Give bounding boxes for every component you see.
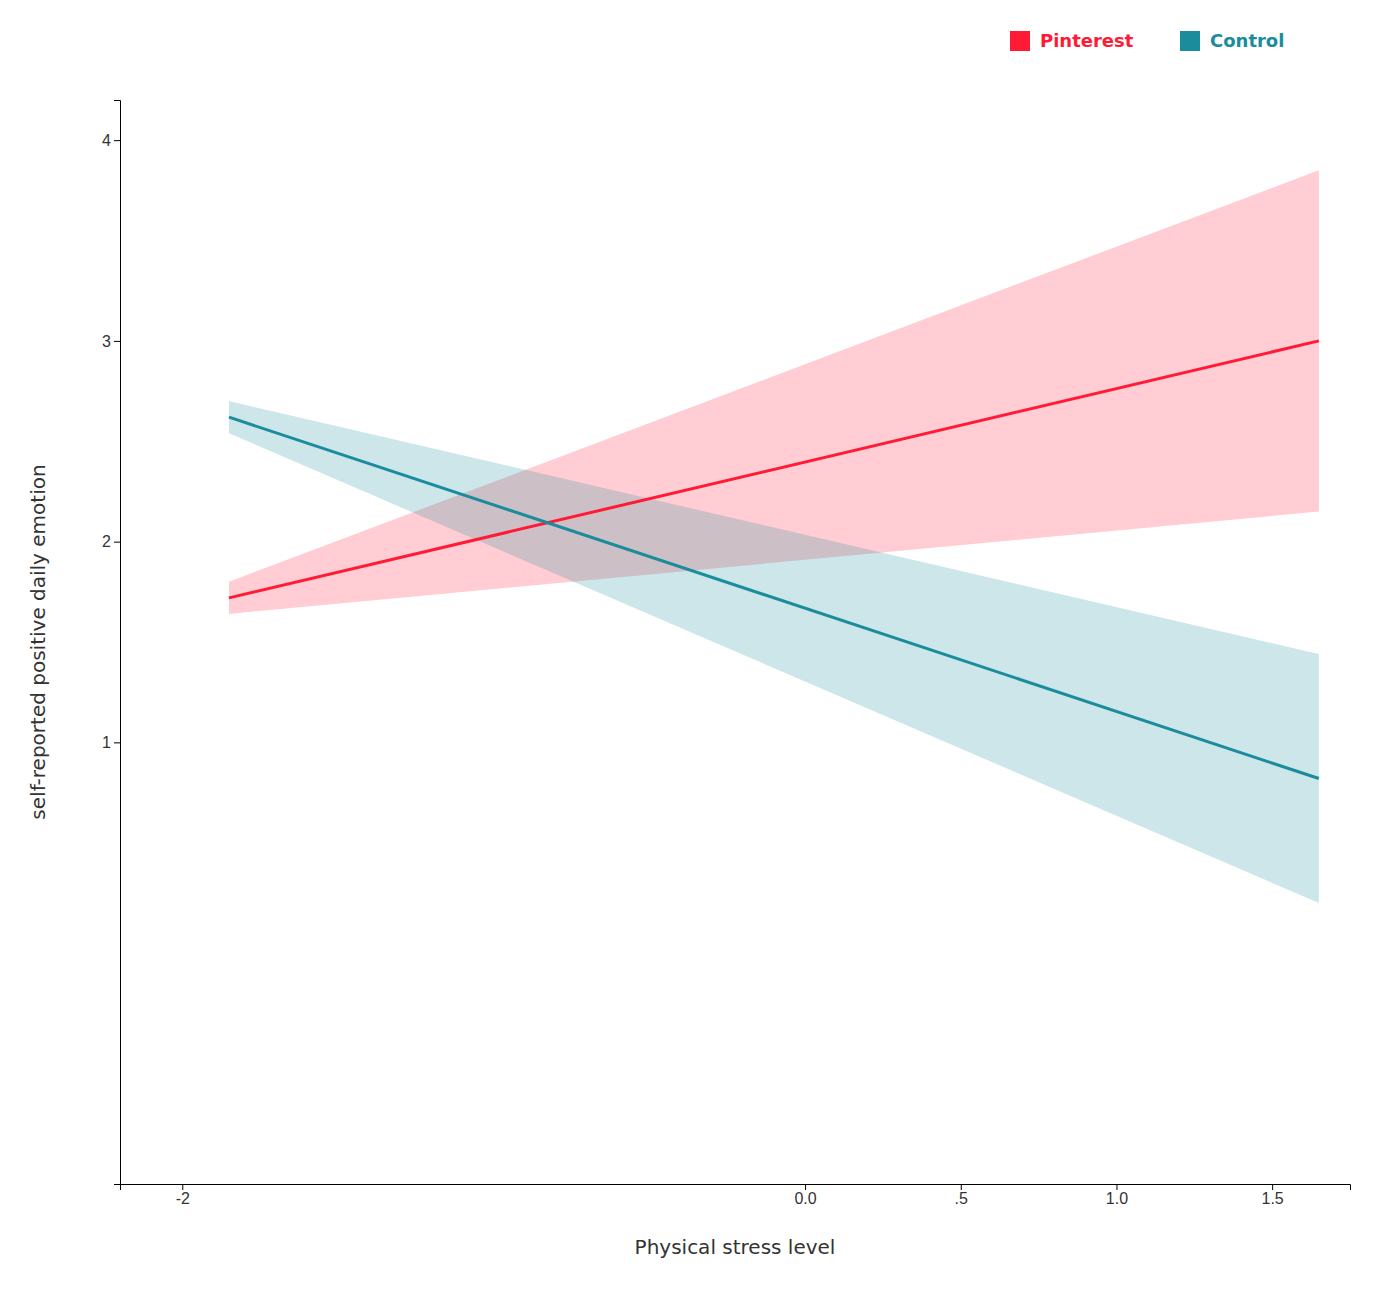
x-tick-mark [1272,1184,1273,1190]
x-tick-mark [961,1184,962,1190]
marks [229,170,1319,903]
y-axis-line [114,101,121,1185]
legend-swatch [1180,31,1200,51]
series-line [229,341,1319,598]
x-axis-line [121,1185,1351,1191]
y-tick-mark [114,140,120,141]
legend-label: Pinterest [1040,30,1134,51]
series-line [229,417,1319,778]
x-tick: 0.0 [794,1184,816,1207]
y-tick-label: 4 [102,132,111,149]
y-tick: 4 [102,132,120,149]
confidence-band [229,401,1319,903]
x-axis: -2 0.0 .5 1.0 1.5 [121,1184,1351,1207]
legend-item: Control [1180,30,1284,51]
x-tick-label: 1.0 [1106,1190,1128,1207]
x-tick-mark [182,1184,183,1190]
y-axis-title: self-reported positive daily emotion [26,464,50,819]
x-tick: 1.0 [1106,1184,1128,1207]
y-tick: 3 [102,333,120,350]
x-tick: -2 [176,1184,190,1207]
x-tick: 1.5 [1262,1184,1284,1207]
x-tick-label: -2 [176,1190,190,1207]
x-tick-label: 1.5 [1262,1190,1284,1207]
y-tick-label: 1 [102,734,111,751]
y-tick: 1 [102,734,120,751]
x-tick-label: .5 [955,1190,968,1207]
y-tick: 2 [102,533,120,550]
legend-item: Pinterest [1010,30,1134,51]
y-tick-label: 2 [102,533,111,550]
x-tick: .5 [955,1184,968,1207]
x-axis-title: Physical stress level [635,1235,836,1259]
legend-swatch [1010,31,1030,51]
y-tick-mark [114,742,120,743]
y-tick-mark [114,542,120,543]
legend-label: Control [1210,30,1284,51]
legend: Pinterest Control [1010,30,1284,51]
y-axis: 4 3 2 1 [102,101,120,1185]
plot: -2 0.0 .5 1.0 1.5 4 3 2 1 [102,101,1350,1208]
x-tick-mark [1116,1184,1117,1190]
y-tick-mark [114,341,120,342]
chart-svg: -2 0.0 .5 1.0 1.5 4 3 2 1 Physical stress level se… [0,0,1400,1294]
y-tick-label: 3 [102,333,111,350]
x-tick-mark [805,1184,806,1190]
x-tick-label: 0.0 [794,1190,816,1207]
